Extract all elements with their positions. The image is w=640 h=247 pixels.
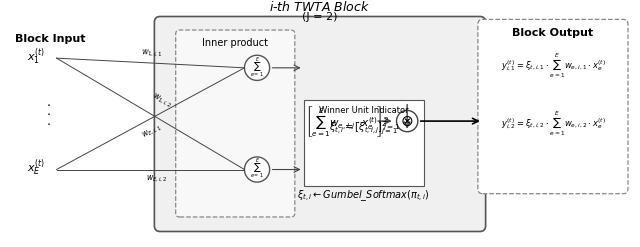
Text: $\xi_{t,i}=[\xi_{t,i,j}]_{j=1}^{2}$: $\xi_{t,i}=[\xi_{t,i,j}]_{j=1}^{2}$ [329, 119, 398, 137]
Text: $w_{E,i,2}$: $w_{E,i,2}$ [146, 173, 168, 184]
Text: $x_E^{(t)}$: $x_E^{(t)}$ [27, 157, 45, 178]
Text: $y_{i,2}^{(t)}=\xi_{t,i,2}\cdot\sum_{e=1}^{E}w_{e,i,2}\cdot x_e^{(t)}$: $y_{i,2}^{(t)}=\xi_{t,i,2}\cdot\sum_{e=1… [500, 109, 605, 138]
Text: $\sum_{e=1}^{E}$: $\sum_{e=1}^{E}$ [250, 55, 264, 79]
FancyBboxPatch shape [154, 17, 486, 231]
Text: Winner Unit Indicator: Winner Unit Indicator [319, 106, 408, 115]
Text: $\cdot$: $\cdot$ [47, 107, 51, 120]
Text: $\cdot$: $\cdot$ [47, 98, 51, 111]
Circle shape [244, 157, 269, 182]
Text: Block Input: Block Input [15, 34, 85, 44]
Text: $x_1^{(t)}$: $x_1^{(t)}$ [27, 46, 45, 67]
Text: Inner product: Inner product [202, 38, 268, 48]
Circle shape [244, 55, 269, 81]
Text: $\left[\sum_{e=1}^{E}w_{e,i,j}\cdot x_e^{(t)}\right]_{j=1}^{2}$: $\left[\sum_{e=1}^{E}w_{e,i,j}\cdot x_e^… [305, 103, 401, 139]
Circle shape [397, 110, 418, 132]
Text: $y_{i,1}^{(t)}=\xi_{t,i,1}\cdot\sum_{e=1}^{E}w_{e,i,1}\cdot x_e^{(t)}$: $y_{i,1}^{(t)}=\xi_{t,i,1}\cdot\sum_{e=1… [500, 51, 605, 80]
Text: $\cdot$: $\cdot$ [47, 117, 51, 130]
Text: $\xi_{t,i}\leftarrow Gumbel\_Softmax(\pi_{t,i})$: $\xi_{t,i}\leftarrow Gumbel\_Softmax(\pi… [298, 188, 430, 203]
Text: $\otimes$: $\otimes$ [401, 114, 414, 129]
FancyBboxPatch shape [176, 30, 295, 217]
Text: $w_{1,i,2}$: $w_{1,i,2}$ [150, 91, 173, 110]
Text: Block Output: Block Output [513, 28, 593, 38]
Text: $i$-th TWTA Block: $i$-th TWTA Block [269, 0, 371, 14]
Text: $\sum_{e=1}^{E}$: $\sum_{e=1}^{E}$ [250, 157, 264, 180]
Text: $w_{E,i,1}$: $w_{E,i,1}$ [140, 123, 164, 141]
Text: $w_{1,i,1}$: $w_{1,i,1}$ [141, 48, 163, 59]
FancyBboxPatch shape [478, 20, 628, 194]
FancyBboxPatch shape [303, 100, 424, 186]
Text: (J = 2): (J = 2) [302, 12, 338, 22]
